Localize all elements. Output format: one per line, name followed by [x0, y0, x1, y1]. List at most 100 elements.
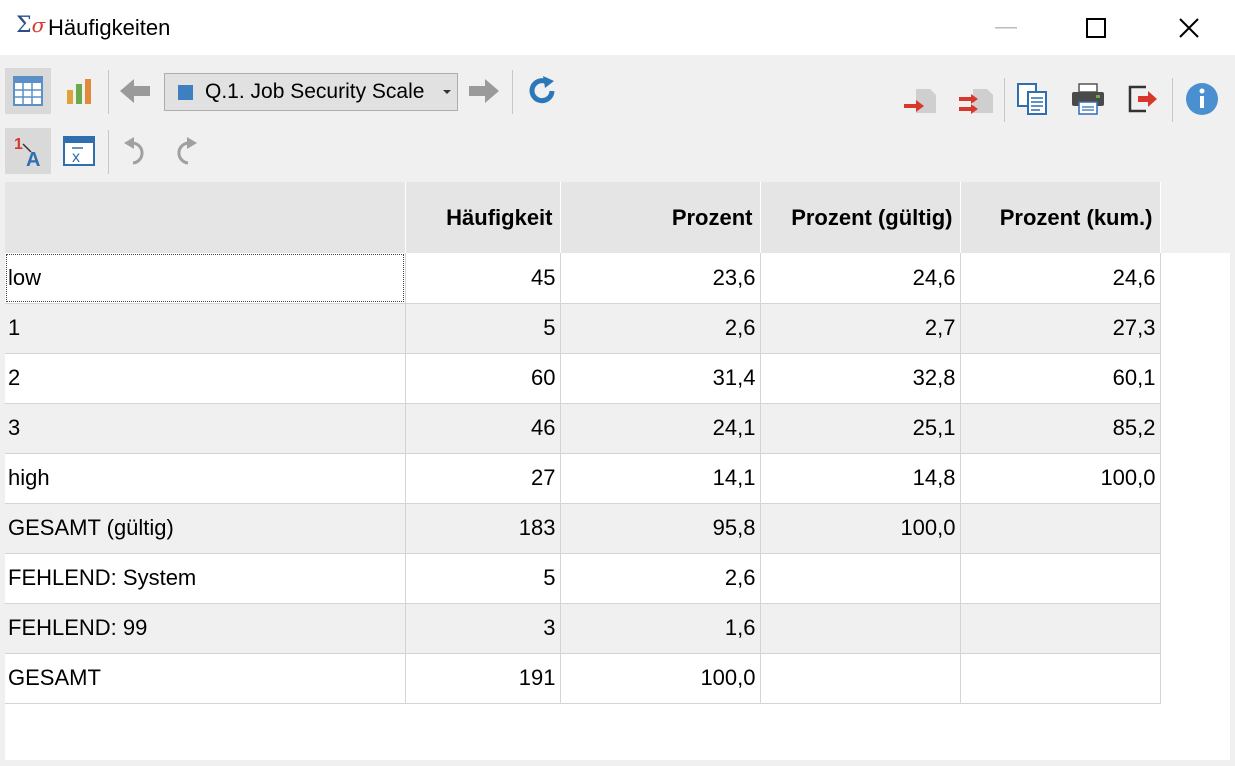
table-row: GESAMT 191 100,0: [5, 653, 1161, 704]
refresh-button[interactable]: [519, 68, 565, 114]
table-row: high 27 14,1 14,8 100,0: [5, 453, 1161, 504]
column-header[interactable]: Prozent: [559, 182, 761, 253]
export-button[interactable]: [897, 76, 943, 122]
toolbar-separator: [1172, 78, 1173, 122]
redo-button[interactable]: [162, 128, 208, 174]
title-bar: Σσ Häufigkeiten: [0, 0, 1235, 55]
table-cell[interactable]: [759, 553, 961, 604]
table-cell[interactable]: 3: [404, 603, 561, 654]
print-button[interactable]: [1065, 76, 1111, 122]
table-cell[interactable]: [959, 653, 1161, 704]
table-cell[interactable]: 24,6: [959, 253, 1161, 304]
column-header[interactable]: [5, 182, 406, 253]
maximize-button[interactable]: [1050, 0, 1142, 55]
table-cell[interactable]: high: [5, 453, 406, 504]
value-labels-button[interactable]: 1 A: [5, 128, 51, 174]
table-header-row: Häufigkeit Prozent Prozent (gültig) Proz…: [5, 182, 1161, 253]
table-cell[interactable]: [959, 553, 1161, 604]
copy-button[interactable]: [1010, 76, 1056, 122]
table-view-button[interactable]: [5, 68, 51, 114]
double-arrow-icon: [959, 89, 993, 114]
toolbar-separator: [108, 70, 109, 114]
exit-button[interactable]: [1120, 76, 1166, 122]
table-cell[interactable]: GESAMT: [5, 653, 406, 704]
mean-icon: x: [63, 136, 95, 166]
table-cell[interactable]: 25,1: [759, 403, 961, 454]
close-icon: [1179, 17, 1199, 38]
table-cell[interactable]: 46: [404, 403, 561, 454]
table-cell[interactable]: 2,6: [559, 553, 761, 604]
info-icon: [1186, 83, 1218, 115]
column-header[interactable]: Prozent (gültig): [759, 182, 961, 253]
export-all-button[interactable]: [952, 76, 998, 122]
table-row: GESAMT (gültig) 183 95,8 100,0: [5, 503, 1161, 554]
table-cell[interactable]: 5: [404, 303, 561, 354]
table-cell[interactable]: 5: [404, 553, 561, 604]
bar-chart-icon: [67, 79, 91, 104]
value-labels-icon: 1 A: [14, 136, 40, 168]
table-cell[interactable]: 60,1: [959, 353, 1161, 404]
table-cell[interactable]: 31,4: [559, 353, 761, 404]
table-cell[interactable]: 191: [404, 653, 561, 704]
table-cell[interactable]: GESAMT (gültig): [5, 503, 406, 554]
printer-icon: [1072, 83, 1104, 115]
table-cell[interactable]: 32,8: [759, 353, 961, 404]
previous-variable-button[interactable]: [112, 68, 158, 114]
column-header[interactable]: Prozent (kum.): [959, 182, 1161, 253]
info-button[interactable]: [1179, 76, 1225, 122]
table-cell[interactable]: low: [5, 253, 406, 304]
minimize-button[interactable]: [960, 0, 1052, 55]
toolbar-separator: [1004, 78, 1005, 122]
table-cell[interactable]: 2,7: [759, 303, 961, 354]
frequency-table: Häufigkeit Prozent Prozent (gültig) Proz…: [5, 182, 1161, 704]
table-cell[interactable]: FEHLEND: System: [5, 553, 406, 604]
table-cell[interactable]: [759, 603, 961, 654]
table-cell[interactable]: 1,6: [559, 603, 761, 654]
table-cell[interactable]: 3: [5, 403, 406, 454]
table-cell[interactable]: 100,0: [559, 653, 761, 704]
next-variable-button[interactable]: [461, 68, 507, 114]
table-cell[interactable]: 95,8: [559, 503, 761, 554]
chevron-down-icon: [443, 90, 451, 94]
toolbar-separator: [512, 70, 513, 114]
table-cell[interactable]: 24,6: [759, 253, 961, 304]
variable-select[interactable]: Q.1. Job Security Scale: [164, 73, 458, 111]
table-cell[interactable]: 27,3: [959, 303, 1161, 354]
svg-text:A: A: [26, 149, 40, 168]
table-cell[interactable]: [959, 603, 1161, 654]
table-cell[interactable]: 14,1: [559, 453, 761, 504]
close-button[interactable]: [1143, 0, 1235, 55]
table-cell[interactable]: [759, 653, 961, 704]
table-cell[interactable]: 100,0: [759, 503, 961, 554]
table-cell[interactable]: 2,6: [559, 303, 761, 354]
table-cell[interactable]: FEHLEND: 99: [5, 603, 406, 654]
import-arrow-icon: [904, 89, 936, 113]
table-cell[interactable]: [959, 503, 1161, 554]
minimize-icon: [995, 26, 1017, 28]
chart-view-button[interactable]: [57, 68, 103, 114]
redo-icon: [177, 137, 197, 165]
table-cell[interactable]: 1: [5, 303, 406, 354]
table-cell[interactable]: 24,1: [559, 403, 761, 454]
column-header[interactable]: Häufigkeit: [404, 182, 561, 253]
statistics-button[interactable]: x: [56, 128, 102, 174]
table-row: 2 60 31,4 32,8 60,1: [5, 353, 1161, 404]
app-icon: Σσ: [16, 13, 46, 38]
variable-color-square: [178, 84, 193, 100]
maximize-icon: [1086, 17, 1106, 38]
table-cell[interactable]: 27: [404, 453, 561, 504]
svg-text:1: 1: [14, 136, 23, 153]
table-row: FEHLEND: System 5 2,6: [5, 553, 1161, 604]
table-cell[interactable]: 100,0: [959, 453, 1161, 504]
table-cell[interactable]: 60: [404, 353, 561, 404]
undo-icon: [124, 137, 144, 165]
arrow-right-icon: [469, 79, 499, 103]
table-cell[interactable]: 45: [404, 253, 561, 304]
table-cell[interactable]: 23,6: [559, 253, 761, 304]
table-cell[interactable]: 2: [5, 353, 406, 404]
variable-select-label: Q.1. Job Security Scale: [205, 80, 425, 103]
undo-button[interactable]: [113, 128, 159, 174]
table-cell[interactable]: 85,2: [959, 403, 1161, 454]
table-cell[interactable]: 183: [404, 503, 561, 554]
table-cell[interactable]: 14,8: [759, 453, 961, 504]
